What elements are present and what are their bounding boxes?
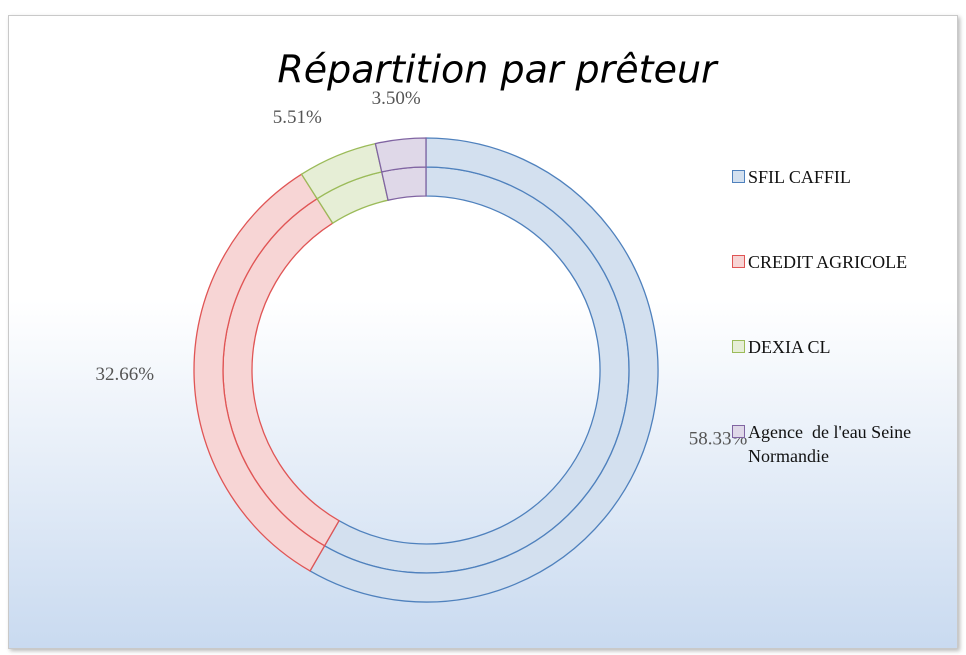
data-label: 32.66% bbox=[95, 364, 154, 385]
doughnut-segment bbox=[374, 137, 427, 173]
legend-item: DEXIA CL bbox=[732, 335, 957, 420]
data-label: 5.51% bbox=[273, 107, 322, 128]
legend-label: Agence de l'eau Seine Normandie bbox=[748, 422, 916, 466]
legend-item: Agence de l'eau Seine Normandie bbox=[732, 420, 957, 505]
chart-title: Répartition par prêteur bbox=[277, 48, 719, 92]
legend-label: SFIL CAFFIL bbox=[748, 167, 851, 187]
legend-swatch bbox=[732, 170, 745, 183]
legend-label: DEXIA CL bbox=[748, 337, 831, 357]
data-label: 3.50% bbox=[372, 88, 421, 109]
legend-swatch bbox=[732, 340, 745, 353]
legend: SFIL CAFFIL CREDIT AGRICOLE DEXIA CL Agence… bbox=[732, 165, 957, 505]
legend-item: SFIL CAFFIL bbox=[732, 165, 957, 250]
legend-label: CREDIT AGRICOLE bbox=[748, 252, 908, 272]
legend-swatch bbox=[732, 255, 745, 268]
doughnut-segment bbox=[380, 166, 427, 201]
legend-item: CREDIT AGRICOLE bbox=[732, 250, 957, 335]
legend-swatch bbox=[732, 425, 745, 438]
doughnut-segment bbox=[309, 137, 659, 603]
